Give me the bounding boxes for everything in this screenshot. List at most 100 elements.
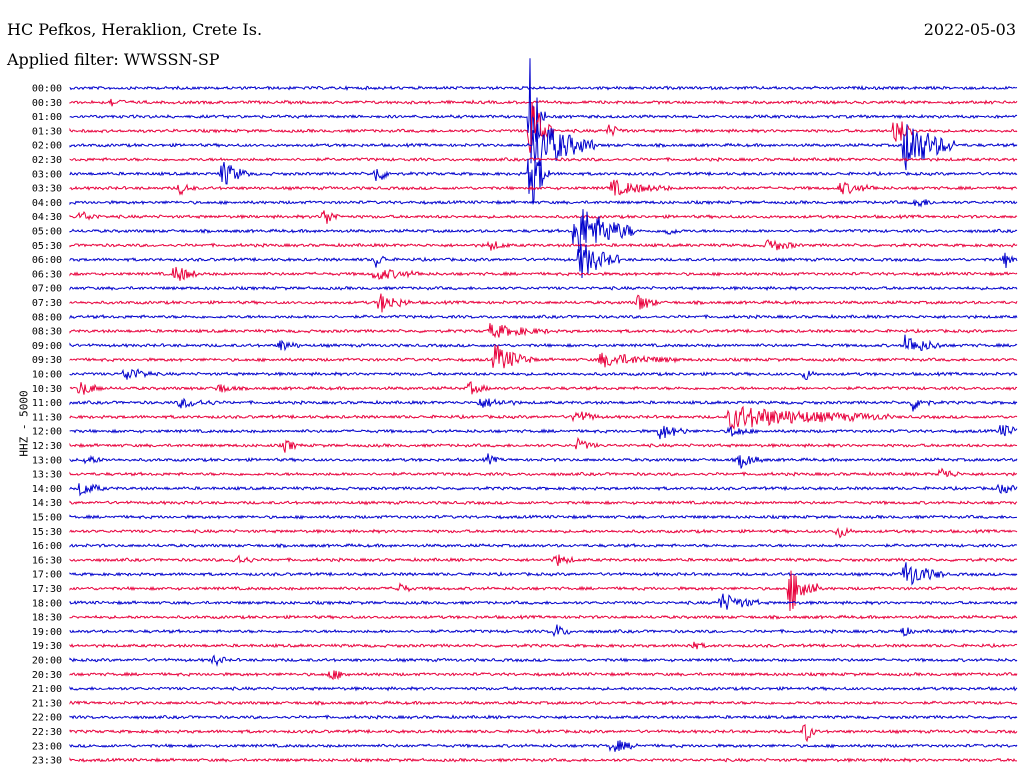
station-title: HC Pefkos, Heraklion, Crete Is. xyxy=(7,20,263,39)
seismic-trace xyxy=(69,266,1018,281)
row-time-label: 03:30 xyxy=(32,184,62,195)
row-time-label: 12:30 xyxy=(32,441,62,452)
row-time-label: 21:00 xyxy=(32,684,62,695)
row-time-label: 09:30 xyxy=(32,355,62,366)
seismic-trace xyxy=(69,323,1018,339)
seismic-trace xyxy=(69,514,1017,520)
row-time-label: 20:00 xyxy=(32,656,62,667)
row-time-label: 06:00 xyxy=(32,255,62,266)
seismic-trace xyxy=(69,124,1018,171)
row-time-label: 14:30 xyxy=(32,498,62,509)
row-time-label: 08:30 xyxy=(32,327,62,338)
seismic-trace xyxy=(69,210,1018,224)
seismic-trace xyxy=(69,397,1018,412)
seismic-trace xyxy=(69,313,1018,320)
seismic-trace xyxy=(69,209,1018,254)
seismic-trace xyxy=(69,102,1018,153)
seismic-trace xyxy=(69,723,1018,743)
row-time-label: 21:30 xyxy=(32,698,62,709)
seismic-trace xyxy=(69,526,1018,539)
row-time-label: 02:30 xyxy=(32,155,62,166)
seismic-trace xyxy=(69,757,1017,763)
filter-label: Applied filter: WWSSN-SP xyxy=(7,50,220,69)
seismic-trace xyxy=(69,654,1018,667)
seismic-trace xyxy=(69,641,1018,650)
seismic-trace xyxy=(69,562,1018,586)
row-time-label: 02:00 xyxy=(32,141,62,152)
row-time-label: 13:30 xyxy=(32,470,62,481)
row-time-label: 23:00 xyxy=(32,741,62,752)
seismic-trace xyxy=(69,334,1018,352)
row-time-label: 17:30 xyxy=(32,584,62,595)
seismic-trace xyxy=(69,740,1018,753)
row-time-label: 05:30 xyxy=(32,241,62,252)
seismic-trace xyxy=(69,158,1018,205)
seismic-trace xyxy=(69,436,1018,453)
row-time-label: 04:00 xyxy=(32,198,62,209)
seismic-trace xyxy=(69,624,1018,638)
seismic-trace xyxy=(69,198,1018,208)
seismic-trace xyxy=(69,570,1018,612)
row-time-label: 20:30 xyxy=(32,670,62,681)
date-label: 2022-05-03 xyxy=(923,20,1016,39)
row-time-label: 15:00 xyxy=(32,513,62,524)
row-time-label: 11:30 xyxy=(32,412,62,423)
seismic-trace xyxy=(69,156,1018,163)
seismic-trace xyxy=(69,368,1018,381)
row-time-label: 00:00 xyxy=(32,84,62,95)
seismic-trace xyxy=(69,554,1018,567)
row-time-label: 23:30 xyxy=(32,756,62,767)
row-time-label: 16:00 xyxy=(32,541,62,552)
row-time-label: 15:30 xyxy=(32,527,62,538)
seismic-trace xyxy=(69,685,1018,692)
seismic-trace xyxy=(69,381,1018,395)
trace-group xyxy=(69,58,1018,763)
row-time-label: 14:00 xyxy=(32,484,62,495)
row-time-label: 08:00 xyxy=(32,312,62,323)
row-time-label: 06:30 xyxy=(32,269,62,280)
row-time-label: 04:30 xyxy=(32,212,62,223)
seismic-trace xyxy=(69,244,1018,279)
tick-label-group: 00:00 00:30 01:00 01:30 02:00 02:30 03:00 03:30… xyxy=(32,84,62,767)
seismic-trace xyxy=(69,58,1018,164)
seismic-trace xyxy=(69,593,1018,610)
row-time-label: 13:00 xyxy=(32,455,62,466)
row-time-label: 19:30 xyxy=(32,641,62,652)
seismic-trace xyxy=(69,500,1018,506)
row-time-label: 03:00 xyxy=(32,169,62,180)
seismic-trace xyxy=(69,179,1018,196)
row-time-label: 10:00 xyxy=(32,370,62,381)
seismic-trace xyxy=(69,424,1018,440)
seismic-trace xyxy=(69,614,1018,621)
row-time-label: 09:00 xyxy=(32,341,62,352)
row-time-label: 07:00 xyxy=(32,284,62,295)
seismic-trace xyxy=(69,467,1017,478)
seismic-trace xyxy=(69,405,1018,430)
row-time-label: 22:00 xyxy=(32,713,62,724)
seismic-trace xyxy=(69,285,1018,292)
row-time-label: 19:00 xyxy=(32,627,62,638)
seismic-trace xyxy=(69,542,1018,549)
row-time-label: 10:30 xyxy=(32,384,62,395)
seismic-trace xyxy=(69,98,1018,107)
row-time-label: 05:00 xyxy=(32,227,62,238)
row-time-label: 11:00 xyxy=(32,398,62,409)
seismic-trace xyxy=(69,714,1018,720)
seismic-trace xyxy=(69,700,1018,706)
row-time-label: 12:00 xyxy=(32,427,62,438)
seismic-trace xyxy=(69,293,1018,313)
row-time-label: 00:30 xyxy=(32,98,62,109)
row-time-label: 22:30 xyxy=(32,727,62,738)
seismic-trace xyxy=(69,453,1018,469)
seismic-trace xyxy=(69,85,1018,91)
seismic-trace xyxy=(69,239,1018,251)
row-time-label: 17:00 xyxy=(32,570,62,581)
seismic-trace xyxy=(69,483,1018,497)
row-time-label: 01:00 xyxy=(32,112,62,123)
row-time-label: 07:30 xyxy=(32,298,62,309)
row-time-label: 01:30 xyxy=(32,126,62,137)
row-time-label: 18:00 xyxy=(32,598,62,609)
seismic-trace xyxy=(69,344,1018,369)
row-time-label: 16:30 xyxy=(32,555,62,566)
